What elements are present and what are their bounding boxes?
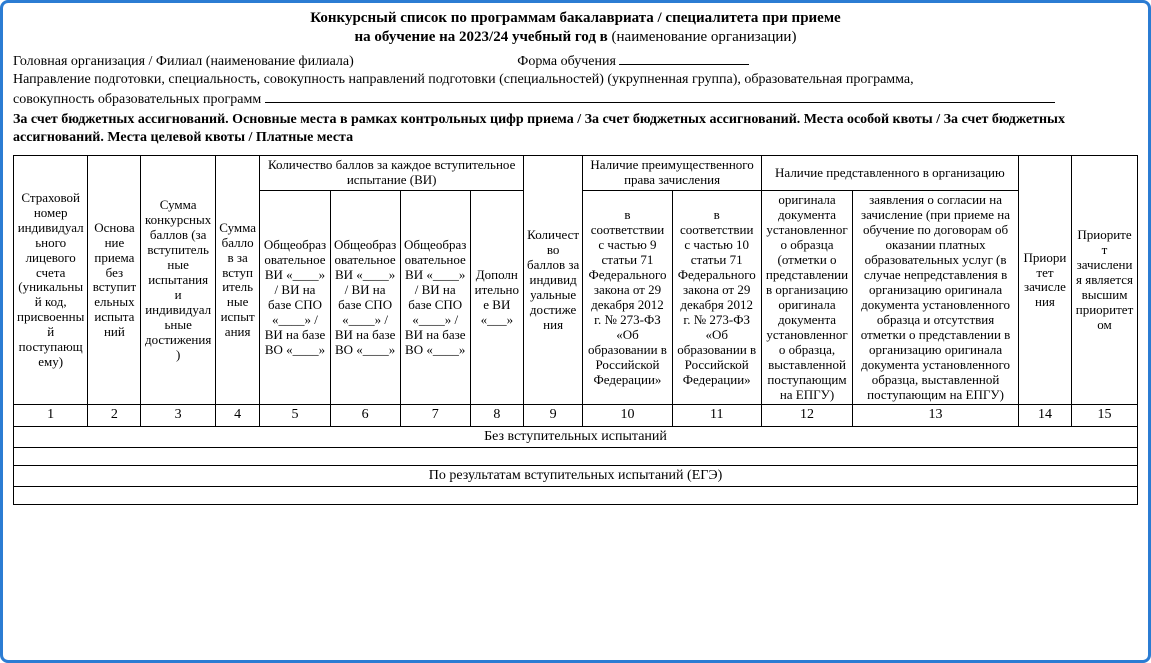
colnum-2: 2 xyxy=(88,405,141,426)
title-block: Конкурсный список по программам бакалавр… xyxy=(13,9,1138,47)
table-row xyxy=(14,447,1138,465)
colnum-6: 6 xyxy=(330,405,400,426)
col-7-header: Общеобразовательное ВИ «____» / ВИ на ба… xyxy=(400,191,470,405)
col-4-header: Сумма баллов за вступительные испытания xyxy=(215,156,260,405)
title-line-2: на обучение на 2023/24 учебный год в (на… xyxy=(13,28,1138,47)
colnum-1: 1 xyxy=(14,405,88,426)
group-priority-header: Наличие преимущественного права зачислен… xyxy=(583,156,761,191)
section-ege-label: По результатам вступительных испытаний (… xyxy=(14,465,1138,486)
col-11-header: в соответствии с частью 10 статьи 71 Фед… xyxy=(672,191,761,405)
document-frame: Конкурсный список по программам бакалавр… xyxy=(0,0,1151,663)
colnum-11: 11 xyxy=(672,405,761,426)
col-3-header: Сумма конкурсных баллов (за вступительны… xyxy=(141,156,215,405)
colnum-13: 13 xyxy=(853,405,1019,426)
col-2-header: Основание приема без вступительных испыт… xyxy=(88,156,141,405)
colnum-3: 3 xyxy=(141,405,215,426)
colnum-7: 7 xyxy=(400,405,470,426)
col-6-header: Общеобразовательное ВИ «____» / ВИ на ба… xyxy=(330,191,400,405)
col-15-header: Приоритет зачисления является высшим при… xyxy=(1072,156,1138,405)
study-form-blank xyxy=(619,51,749,65)
competition-table: Страховой номер индивидуального лицевого… xyxy=(13,155,1138,504)
colnum-8: 8 xyxy=(470,405,523,426)
col-5-header: Общеобразовательное ВИ «____» / ВИ на ба… xyxy=(260,191,330,405)
head-org-line: Головная организация / Филиал (наименова… xyxy=(13,51,1138,71)
col-9-header: Количество баллов за индивидуальные дост… xyxy=(523,156,582,405)
title-line-1: Конкурсный список по программам бакалавр… xyxy=(13,9,1138,28)
colnum-14: 14 xyxy=(1018,405,1071,426)
colnum-15: 15 xyxy=(1072,405,1138,426)
direction-line-2: совокупность образовательных программ xyxy=(13,89,1138,109)
section-no-exams: Без вступительных испытаний xyxy=(14,426,1138,447)
empty-cell xyxy=(14,486,1138,504)
group-vi-header: Количество баллов за каждое вступительно… xyxy=(260,156,523,191)
col-14-header: Приоритет зачисления xyxy=(1018,156,1071,405)
funding-block: За счет бюджетных ассигнований. Основные… xyxy=(13,111,1138,147)
study-form-label: Форма обучения xyxy=(517,51,749,71)
col-10-header: в соответствии с частью 9 статьи 71 Феде… xyxy=(583,191,672,405)
group-presented-header: Наличие представленного в организацию xyxy=(761,156,1018,191)
section-ege: По результатам вступительных испытаний (… xyxy=(14,465,1138,486)
direction-line-1: Направление подготовки, специальность, с… xyxy=(13,71,1138,89)
programs-blank xyxy=(265,89,1055,103)
colnum-5: 5 xyxy=(260,405,330,426)
col-13-header: заявления о согласии на зачисление (при … xyxy=(853,191,1019,405)
col-12-header: оригинала документа установленного образ… xyxy=(761,191,852,405)
column-number-row: 1 2 3 4 5 6 7 8 9 10 11 12 13 14 15 xyxy=(14,405,1138,426)
section-no-exams-label: Без вступительных испытаний xyxy=(14,426,1138,447)
colnum-9: 9 xyxy=(523,405,582,426)
empty-cell xyxy=(14,447,1138,465)
table-row xyxy=(14,486,1138,504)
header-row-1: Страховой номер индивидуального лицевого… xyxy=(14,156,1138,191)
col-1-header: Страховой номер индивидуального лицевого… xyxy=(14,156,88,405)
col-8-header: Дополнительное ВИ «___» xyxy=(470,191,523,405)
colnum-4: 4 xyxy=(215,405,260,426)
colnum-12: 12 xyxy=(761,405,852,426)
colnum-10: 10 xyxy=(583,405,672,426)
